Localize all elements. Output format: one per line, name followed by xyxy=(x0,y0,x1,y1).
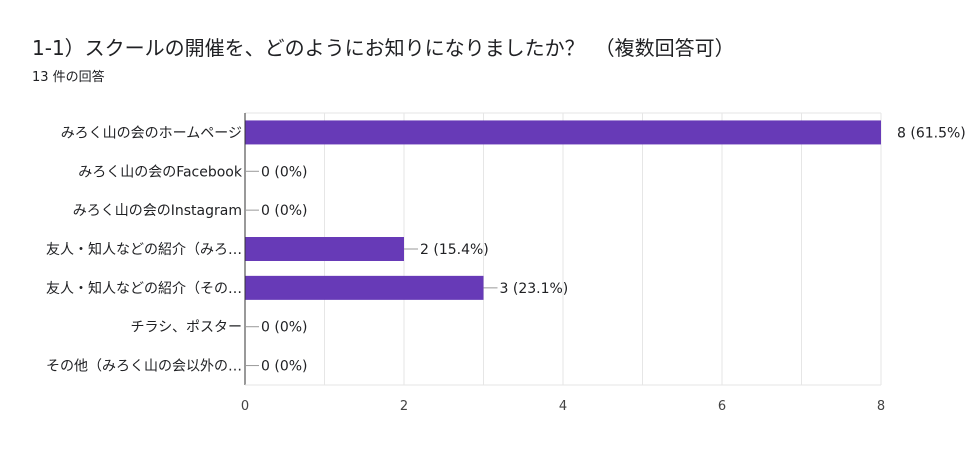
bars xyxy=(245,120,881,300)
axes xyxy=(244,113,881,386)
category-label: みろく山の会のホームページ xyxy=(61,125,242,141)
category-label: 友人・知人などの紹介（みろ… xyxy=(46,241,242,258)
category-label: みろく山の会のFacebook xyxy=(78,164,243,180)
x-tick-label: 4 xyxy=(559,399,567,414)
x-tick-label: 0 xyxy=(241,399,249,414)
x-tick-label: 2 xyxy=(400,399,408,414)
category-label: チラシ、ポスター xyxy=(131,320,242,336)
response-count: 13 件の回答 xyxy=(32,70,105,85)
bar[interactable] xyxy=(245,120,881,145)
chart-title: 1-1）スクールの開催を、どのようにお知りになりましたか？ （複数回答可） xyxy=(32,36,735,60)
value-label: 3 (23.1%) xyxy=(500,281,569,297)
x-tick-label: 8 xyxy=(877,399,885,414)
value-labels: 8 (61.5%) 0 (0%) 0 (0%) 2 (15.4%) 3 (23.1%) 0… xyxy=(245,125,966,375)
bar[interactable] xyxy=(245,275,484,300)
value-label: 2 (15.4%) xyxy=(420,242,489,258)
value-label: 0 (0%) xyxy=(261,320,308,336)
x-tick-label: 6 xyxy=(718,399,726,414)
x-tick-labels: 0 2 4 6 8 xyxy=(241,399,885,414)
value-label: 0 (0%) xyxy=(261,359,308,375)
value-label: 8 (61.5%) xyxy=(897,125,966,141)
category-label: その他（みろく山の会以外の… xyxy=(46,359,242,375)
bar[interactable] xyxy=(245,237,404,261)
value-label: 0 (0%) xyxy=(261,164,308,180)
category-label: 友人・知人などの紹介（その… xyxy=(46,280,242,297)
category-label: みろく山の会のInstagram xyxy=(73,203,242,219)
value-label: 0 (0%) xyxy=(261,203,308,219)
